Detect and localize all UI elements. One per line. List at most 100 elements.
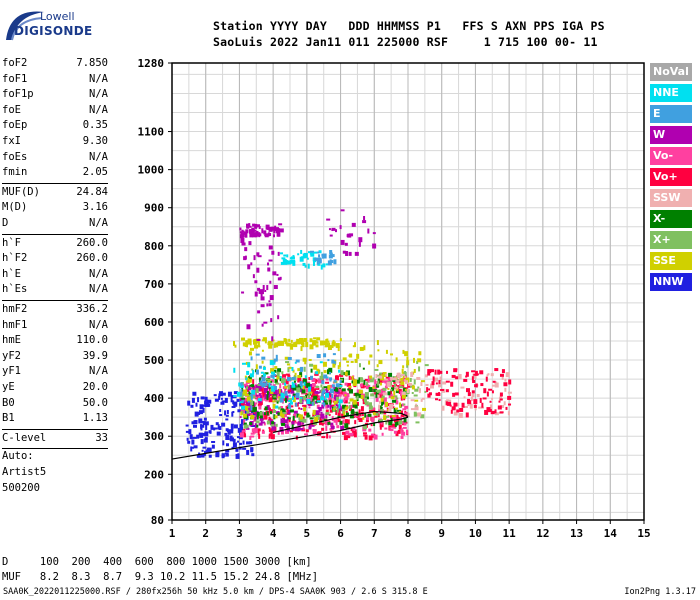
echo-point [445, 389, 449, 393]
echo-point [429, 383, 434, 389]
echo-point [226, 409, 229, 414]
param-value: 336.2 [76, 303, 108, 315]
echo-point [291, 421, 295, 426]
panel-separator [2, 300, 108, 301]
param-value: N/A [89, 217, 108, 229]
echo-point [386, 381, 391, 387]
echo-point [241, 430, 246, 433]
echo-point [323, 386, 328, 389]
echo-point [256, 345, 261, 348]
autoscaling-note: Auto: [2, 450, 34, 463]
echo-point [230, 423, 234, 429]
echo-point [246, 412, 250, 416]
echo-point [318, 254, 321, 258]
echo-point [272, 384, 276, 388]
echo-point [219, 391, 224, 397]
echo-point [243, 397, 248, 403]
param-row: foF1 N/A [2, 72, 108, 88]
echo-point [257, 310, 261, 314]
echo-point [349, 233, 354, 237]
echo-point [352, 399, 357, 405]
echo-point [337, 415, 341, 418]
echo-point [287, 411, 291, 414]
param-row: hmE 110.0 [2, 333, 108, 349]
echo-point [297, 368, 302, 372]
echo-point [258, 433, 261, 439]
y-tick-label: 400 [144, 392, 164, 405]
echo-point [329, 252, 333, 255]
echo-point [403, 417, 407, 423]
echo-point [406, 360, 410, 366]
echo-point [379, 378, 384, 383]
echo-point [398, 424, 402, 430]
param-name: D [2, 217, 9, 229]
echo-point [312, 340, 317, 344]
echo-point [344, 242, 348, 246]
echo-point [279, 376, 282, 379]
echo-point [311, 390, 315, 396]
echo-point [191, 421, 195, 425]
echo-point [309, 363, 314, 367]
echo-point [257, 398, 262, 402]
echo-point [244, 405, 247, 411]
echo-point [314, 410, 319, 414]
echo-point [467, 398, 471, 404]
echo-point [280, 419, 284, 425]
echo-point [251, 428, 256, 433]
echo-point [479, 397, 482, 403]
echo-point [398, 376, 401, 380]
echo-point [378, 405, 382, 410]
echo-point [400, 435, 404, 439]
echo-point [254, 369, 257, 373]
echo-point [427, 369, 432, 374]
echo-point [293, 410, 298, 414]
echo-point [224, 410, 227, 416]
x-tick-label: 5 [304, 527, 311, 540]
echo-point [268, 303, 272, 307]
echo-point [185, 424, 189, 427]
echo-point [312, 429, 317, 435]
echo-point [390, 387, 394, 392]
echo-point [314, 378, 317, 384]
x-tick-label: 15 [637, 527, 650, 540]
echo-point [404, 388, 408, 391]
echo-point [427, 372, 431, 376]
echo-point [258, 405, 262, 410]
echo-point [413, 394, 418, 397]
echo-point [312, 413, 315, 419]
echo-point [365, 384, 369, 390]
echo-point [282, 374, 287, 379]
echo-point [416, 376, 421, 380]
echo-point [277, 340, 282, 343]
echo-point [482, 397, 487, 400]
echo-point [374, 415, 378, 418]
echo-point [358, 389, 363, 394]
echo-point [345, 410, 348, 413]
echo-point [309, 250, 314, 253]
echo-point [249, 436, 252, 441]
param-value: N/A [89, 267, 108, 280]
echo-point [231, 426, 234, 431]
echo-point [221, 392, 226, 396]
echo-point [411, 392, 414, 395]
echo-point [252, 229, 255, 233]
echo-point [201, 449, 204, 452]
echo-point [251, 395, 256, 399]
echo-point [254, 344, 259, 349]
echo-point [476, 394, 480, 398]
echo-point [394, 407, 398, 410]
echo-point [392, 377, 397, 381]
echo-point [469, 400, 472, 405]
param-name: yF1 [2, 365, 21, 378]
echo-point [246, 370, 250, 375]
echo-point [457, 373, 462, 379]
echo-point [420, 398, 423, 402]
echo-point [351, 409, 355, 415]
param-value: N/A [89, 103, 108, 116]
echo-point [301, 256, 306, 259]
echo-point [491, 384, 495, 387]
echo-point [264, 383, 267, 387]
echo-point [255, 394, 259, 397]
echo-point [344, 423, 349, 429]
param-name: h`E [2, 267, 21, 280]
